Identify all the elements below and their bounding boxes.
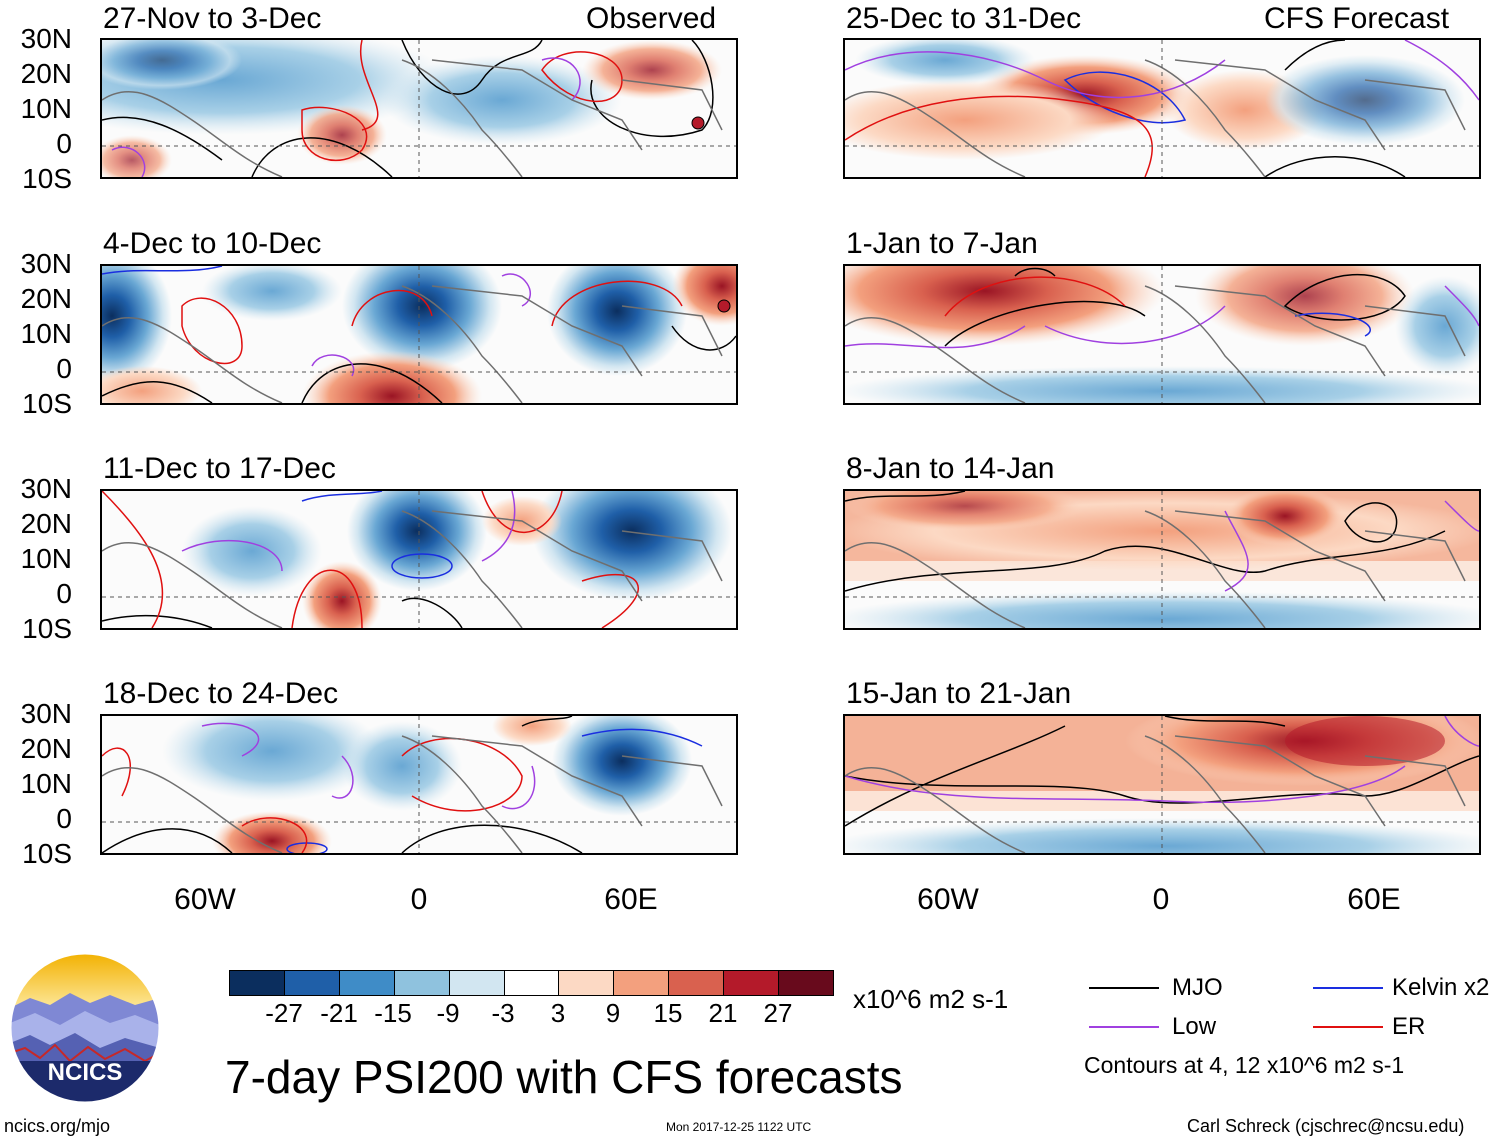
legend-label-er: ER <box>1392 1013 1426 1040</box>
panel-title-l1: 27-Nov to 3-Dec <box>103 2 322 35</box>
lat-tick-10s: 10S <box>22 163 72 194</box>
colorbar <box>229 970 834 996</box>
colorbar-label: 3 <box>550 998 566 1028</box>
lon-tick-60e: 60E <box>1347 883 1401 916</box>
lon-tick-60e: 60E <box>604 883 658 916</box>
map-panel-l1 <box>100 38 738 179</box>
colorbar-swatch <box>723 970 780 996</box>
lon-tick-0: 0 <box>410 883 428 916</box>
colorbar-label: -21 <box>320 998 358 1028</box>
lat-tick-10s: 10S <box>22 613 72 644</box>
lat-tick-10s: 10S <box>22 388 72 419</box>
lat-tick-30n: 30N <box>20 473 72 504</box>
map-panel-r4 <box>843 714 1481 855</box>
observed-label: Observed <box>586 2 717 35</box>
legend-swatch-low <box>1089 1026 1159 1028</box>
ncics-logo: NCICS <box>10 953 160 1103</box>
colorbar-swatch <box>558 970 615 996</box>
map-panel-r1 <box>843 38 1481 179</box>
legend-swatch-mjo <box>1089 987 1159 989</box>
colorbar-swatch <box>283 970 340 996</box>
lat-tick-0: 0 <box>56 578 72 609</box>
footer-website[interactable]: ncics.org/mjo <box>4 1116 111 1136</box>
lon-tick-60w: 60W <box>917 883 979 916</box>
colorbar-swatch <box>393 970 450 996</box>
colorbar-swatch <box>338 970 395 996</box>
lat-tick-20n: 20N <box>20 283 72 314</box>
colorbar-units: x10^6 m2 s-1 <box>853 984 1009 1014</box>
colorbar-label: -9 <box>436 998 460 1028</box>
lat-tick-30n: 30N <box>20 248 72 279</box>
footer-author: Carl Schreck (cjschrec@ncsu.edu) <box>1187 1116 1465 1136</box>
main-title: 7-day PSI200 with CFS forecasts <box>225 1051 903 1103</box>
colorbar-label: 9 <box>605 998 621 1028</box>
map-panel-r2 <box>843 264 1481 405</box>
lat-tick-0: 0 <box>56 128 72 159</box>
lat-tick-20n: 20N <box>20 733 72 764</box>
colorbar-label: -27 <box>265 998 303 1028</box>
colorbar-label: -3 <box>491 998 515 1028</box>
lat-tick-10n: 10N <box>20 318 72 349</box>
map-panel-l2 <box>100 264 738 405</box>
map-panel-l4 <box>100 714 738 855</box>
colorbar-label: 21 <box>708 998 738 1028</box>
colorbar-swatch <box>503 970 560 996</box>
legend-label-low: Low <box>1172 1013 1217 1040</box>
colorbar-swatch <box>613 970 670 996</box>
map-panel-r3 <box>843 489 1481 630</box>
colorbar-swatch <box>668 970 725 996</box>
panel-title-l4: 18-Dec to 24-Dec <box>103 677 339 710</box>
lat-tick-30n: 30N <box>20 23 72 54</box>
legend-label-kelvin: Kelvin x2 <box>1392 974 1490 1001</box>
panel-title-r3: 8-Jan to 14-Jan <box>846 452 1055 485</box>
colorbar-swatch <box>778 970 834 996</box>
legend-label-mjo: MJO <box>1172 974 1223 1001</box>
colorbar-swatch <box>229 970 285 996</box>
panel-title-r2: 1-Jan to 7-Jan <box>846 227 1038 260</box>
colorbar-label: 27 <box>763 998 793 1028</box>
footer-timestamp: Mon 2017-12-25 1122 UTC <box>666 1120 812 1134</box>
lon-tick-60w: 60W <box>174 883 236 916</box>
lon-tick-0: 0 <box>1152 883 1170 916</box>
panel-title-l2: 4-Dec to 10-Dec <box>103 227 322 260</box>
lat-tick-30n: 30N <box>20 698 72 729</box>
map-panel-l3 <box>100 489 738 630</box>
lat-tick-10s: 10S <box>22 838 72 869</box>
colorbar-label: -15 <box>374 998 412 1028</box>
lat-tick-20n: 20N <box>20 58 72 89</box>
lat-tick-10n: 10N <box>20 543 72 574</box>
colorbar-label: 15 <box>653 998 683 1028</box>
lat-tick-0: 0 <box>56 353 72 384</box>
logo-text: NCICS <box>48 1059 123 1086</box>
lat-tick-0: 0 <box>56 803 72 834</box>
lat-tick-20n: 20N <box>20 508 72 539</box>
lat-tick-10n: 10N <box>20 93 72 124</box>
colorbar-swatch <box>448 970 505 996</box>
panel-title-r1: 25-Dec to 31-Dec <box>846 2 1082 35</box>
contours-note: Contours at 4, 12 x10^6 m2 s-1 <box>1084 1052 1405 1078</box>
lat-tick-10n: 10N <box>20 768 72 799</box>
panel-title-r4: 15-Jan to 21-Jan <box>846 677 1072 710</box>
panel-title-l3: 11-Dec to 17-Dec <box>103 452 336 485</box>
legend-swatch-er <box>1313 1026 1383 1028</box>
cfs-forecast-label: CFS Forecast <box>1264 2 1450 35</box>
legend-swatch-kelvin <box>1313 987 1383 989</box>
